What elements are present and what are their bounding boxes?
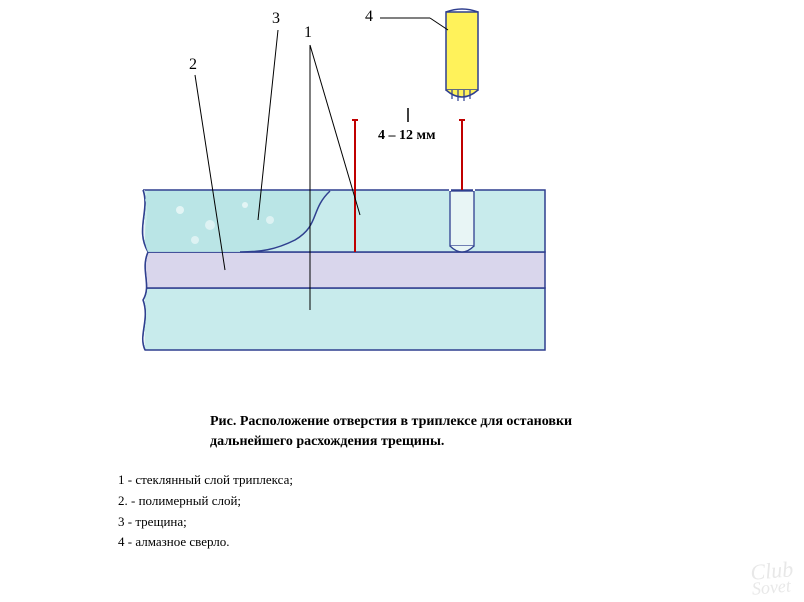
legend-item-2: 2. - полимерный слой; [118, 491, 293, 512]
figure-caption: Рис. Расположение отверстия в триплексе … [210, 412, 650, 451]
watermark-line2: Sovet [751, 578, 795, 596]
bottom-glass-layer [143, 288, 545, 350]
drill-bit [446, 9, 478, 101]
label-3: 3 [272, 10, 280, 28]
polymer-layer [143, 252, 545, 288]
watermark: Club Sovet [750, 560, 795, 596]
drilled-hole [450, 188, 474, 252]
caption-line1: Рис. Расположение отверстия в триплексе … [210, 412, 650, 432]
diagram-container: 1 2 3 4 4 – 12 мм Рис. Расположение отве… [0, 0, 804, 602]
legend-item-1: 1 - стеклянный слой триплекса; [118, 470, 293, 491]
diagram-svg [0, 0, 804, 420]
label-2: 2 [189, 56, 197, 74]
caption-line2: дальнейшего расхождения трещины. [210, 432, 650, 452]
label-4: 4 [365, 8, 373, 26]
legend-item-3: 3 - трещина; [118, 512, 293, 533]
legend: 1 - стеклянный слой триплекса; 2. - поли… [118, 470, 293, 553]
dimension-text: 4 – 12 мм [378, 128, 436, 144]
label-1: 1 [304, 24, 312, 42]
legend-item-4: 4 - алмазное сверло. [118, 532, 293, 553]
